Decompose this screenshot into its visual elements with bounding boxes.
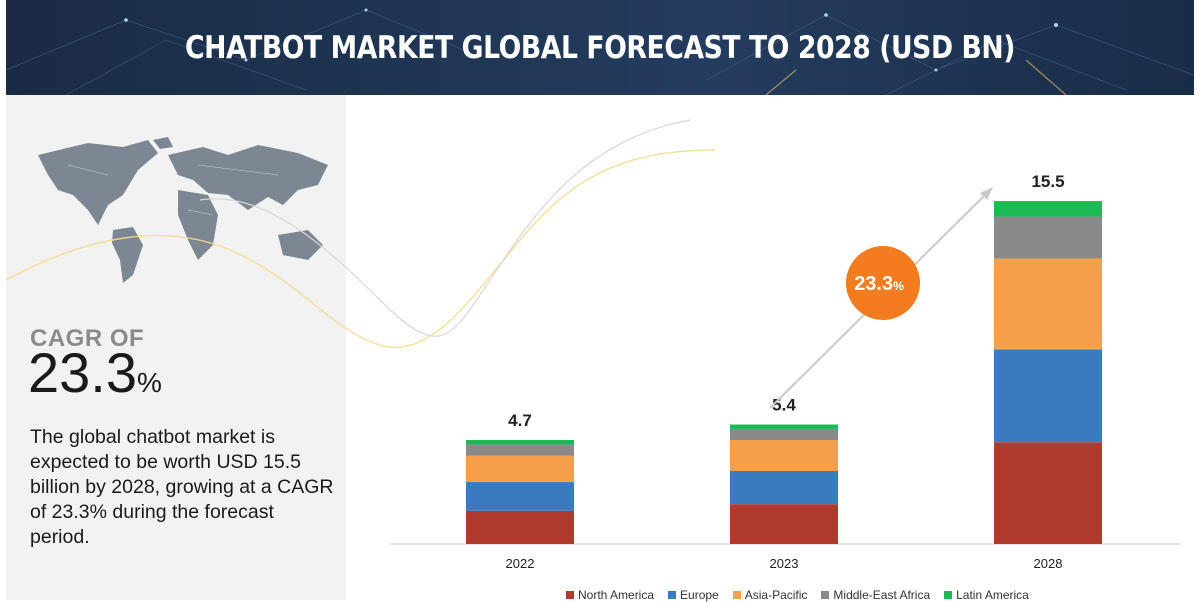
bar-2028-asia-pacific: [994, 258, 1102, 350]
cagr-number: 23.3: [28, 341, 137, 404]
bar-2028-europe: [994, 349, 1102, 443]
legend-item-latin-america: Latin America: [944, 588, 1029, 602]
x-tick-label-2028: 2028: [1034, 556, 1063, 571]
bar-2023-north-america: [730, 504, 838, 544]
legend-item-europe: Europe: [668, 588, 719, 602]
bar-2028-north-america: [994, 442, 1102, 544]
legend-swatch: [944, 591, 953, 599]
cagr-description: The global chatbot market is expected to…: [30, 426, 334, 548]
bar-2028-latin-america: [994, 201, 1102, 217]
total-label-2028: 15.5: [1031, 172, 1064, 191]
total-label-2023: 5.4: [772, 396, 796, 415]
cagr-bubble-value: 23.3: [854, 273, 893, 295]
x-tick-label-2023: 2023: [770, 556, 799, 571]
svg-text:23.3%: 23.3%: [854, 273, 904, 295]
bar-2022-latin-america: [466, 440, 574, 445]
legend-label: Latin America: [956, 588, 1029, 602]
summary-panel: CAGR OF 23.3% The global chatbot market …: [6, 95, 346, 600]
cagr-label: CAGR OF: [30, 325, 145, 352]
world-map-icon: [38, 137, 328, 283]
x-tick-label-2022: 2022: [506, 556, 535, 571]
bar-2023-europe: [730, 470, 838, 505]
legend-label: North America: [578, 588, 655, 602]
legend-label: Middle-East Africa: [833, 588, 931, 602]
legend-item-asia-pacific: Asia-Pacific: [732, 588, 808, 602]
legend-label: Asia-Pacific: [744, 588, 808, 602]
legend-swatch: [668, 591, 677, 599]
bar-2022-europe: [466, 482, 574, 511]
cagr-unit: %: [137, 367, 162, 398]
legend-swatch: [821, 591, 830, 599]
legend-swatch: [566, 591, 574, 599]
chart-title: CHATBOT MARKET GLOBAL FORECAST TO 2028 (…: [184, 30, 1016, 66]
decorative-swooshes: [5, 119, 716, 348]
cagr-bubble: 23.3%: [846, 246, 920, 320]
bar-2022-north-america: [466, 510, 574, 544]
bar-2023-asia-pacific: [730, 440, 838, 471]
cagr-value: 23.3%: [28, 345, 162, 401]
bar-2022-middle-east-africa: [466, 444, 574, 456]
legend-swatch: [732, 591, 741, 599]
bar-2023-latin-america: [730, 424, 838, 429]
legend-item-middle-east-africa: Middle-East Africa: [821, 588, 930, 602]
banner-network-graphic: [6, 8, 1194, 95]
bar-2028-middle-east-africa: [994, 216, 1102, 259]
legend-item-north-america: North America: [566, 588, 654, 602]
header-banner: CHATBOT MARKET GLOBAL FORECAST TO 2028 (…: [6, 0, 1194, 95]
cagr-bubble-unit: %: [893, 279, 904, 293]
bar-2022-asia-pacific: [466, 455, 574, 483]
chart-legend: North America Europe Asia-Pacific Middle-Ea…: [566, 588, 1029, 602]
legend-label: Europe: [680, 588, 719, 602]
total-label-2022: 4.7: [508, 411, 532, 430]
bar-2023-middle-east-africa: [730, 428, 838, 441]
